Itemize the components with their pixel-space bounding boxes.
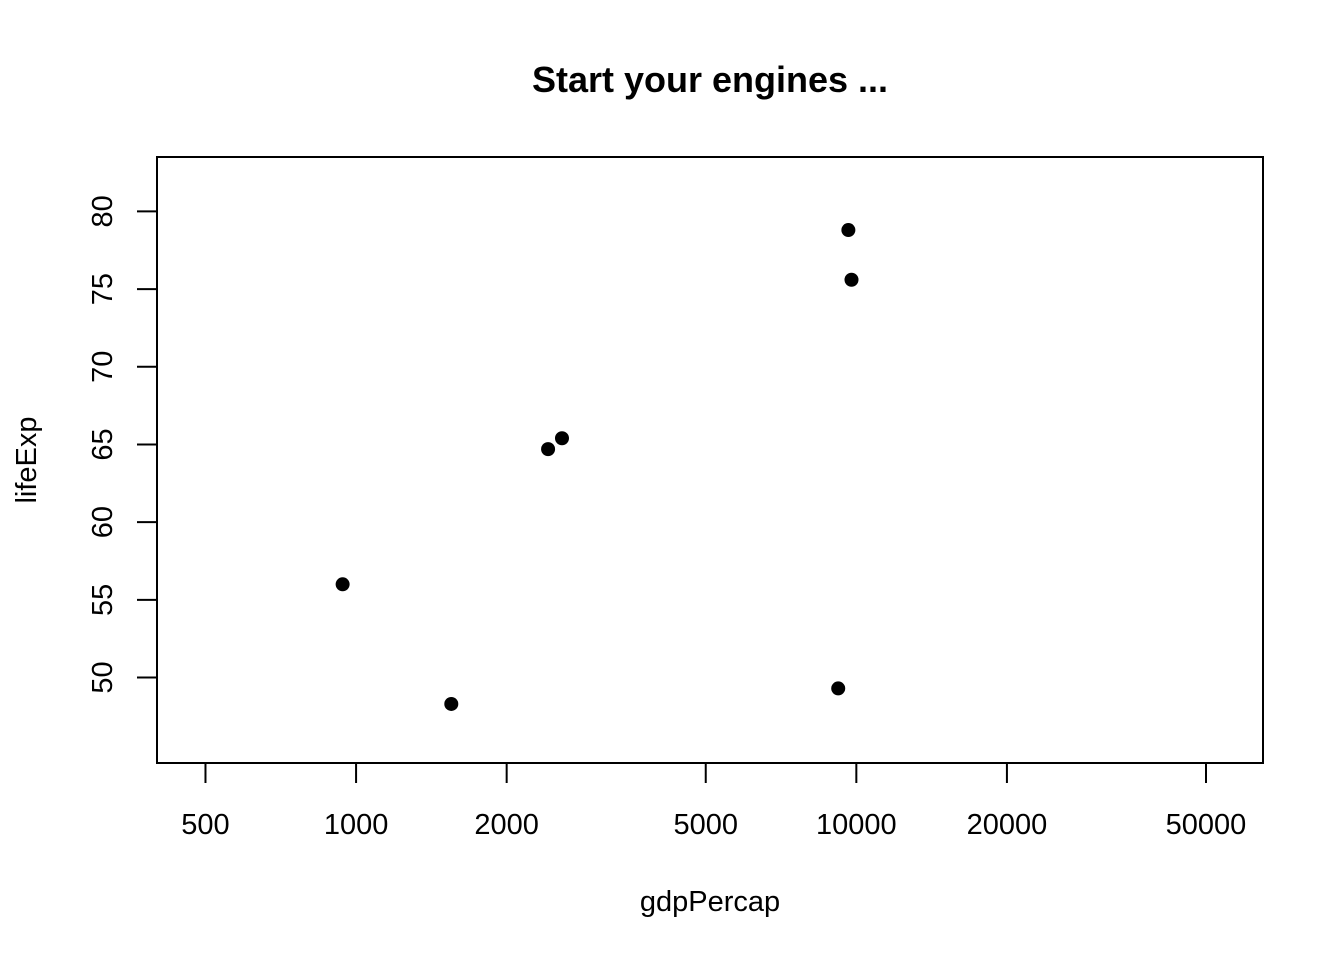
plot-frame [156,156,1264,764]
data-point [335,577,350,592]
y-axis-label: lifeExp [11,416,43,503]
y-axis: 50 55 60 65 70 75 80 [87,195,158,694]
x-tick-label: 1000 [324,809,389,841]
data-point [844,272,859,287]
x-tick-label: 50000 [1166,809,1247,841]
data-points [335,223,859,711]
y-tick-label: 65 [87,428,119,460]
data-point [541,442,556,457]
data-point [831,681,846,696]
x-tick-label: 500 [181,809,229,841]
chart-title: Start your engines ... [532,59,888,100]
data-point [444,696,459,711]
y-tick-label: 60 [87,506,119,538]
x-tick-label: 20000 [967,809,1048,841]
y-tick-label: 75 [87,273,119,305]
x-axis: 500 1000 2000 5000 10000 20000 50000 [181,762,1247,841]
x-axis-label: gdpPercap [640,886,780,918]
x-tick-label: 10000 [816,809,897,841]
x-tick-label: 2000 [474,809,539,841]
y-tick-label: 80 [87,195,119,227]
y-tick-label: 70 [87,351,119,383]
x-tick-label: 5000 [673,809,738,841]
data-point [554,431,569,446]
y-tick-label: 55 [87,584,119,616]
data-point [841,223,856,238]
y-tick-label: 50 [87,661,119,693]
